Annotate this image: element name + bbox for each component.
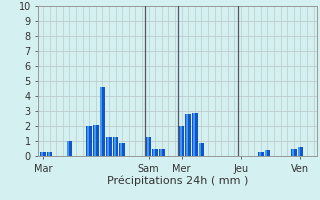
- Bar: [114, 137, 116, 156]
- Bar: [291, 148, 297, 156]
- Bar: [68, 141, 69, 156]
- Bar: [113, 137, 118, 156]
- Bar: [106, 137, 112, 156]
- Bar: [199, 142, 201, 156]
- Bar: [185, 114, 191, 156]
- Bar: [160, 148, 162, 156]
- Bar: [298, 147, 303, 156]
- Bar: [186, 114, 188, 156]
- Bar: [152, 148, 158, 156]
- Bar: [292, 148, 294, 156]
- Bar: [298, 147, 300, 156]
- Bar: [153, 148, 155, 156]
- Bar: [48, 152, 50, 156]
- Bar: [192, 112, 197, 156]
- Bar: [193, 112, 195, 156]
- Bar: [47, 152, 52, 156]
- Bar: [180, 126, 181, 156]
- Bar: [100, 87, 105, 156]
- Bar: [179, 126, 184, 156]
- X-axis label: Précipitations 24h ( mm ): Précipitations 24h ( mm ): [107, 175, 248, 186]
- Bar: [198, 142, 204, 156]
- Bar: [41, 152, 43, 156]
- Bar: [258, 152, 264, 156]
- Bar: [259, 152, 261, 156]
- Bar: [100, 87, 102, 156]
- Bar: [119, 142, 125, 156]
- Bar: [94, 124, 96, 156]
- Bar: [107, 137, 109, 156]
- Bar: [265, 150, 267, 156]
- Bar: [86, 126, 92, 156]
- Bar: [40, 152, 46, 156]
- Bar: [265, 150, 270, 156]
- Bar: [159, 148, 164, 156]
- Bar: [120, 142, 122, 156]
- Bar: [87, 126, 89, 156]
- Bar: [147, 137, 148, 156]
- Bar: [67, 141, 72, 156]
- Bar: [146, 137, 151, 156]
- Bar: [93, 124, 99, 156]
